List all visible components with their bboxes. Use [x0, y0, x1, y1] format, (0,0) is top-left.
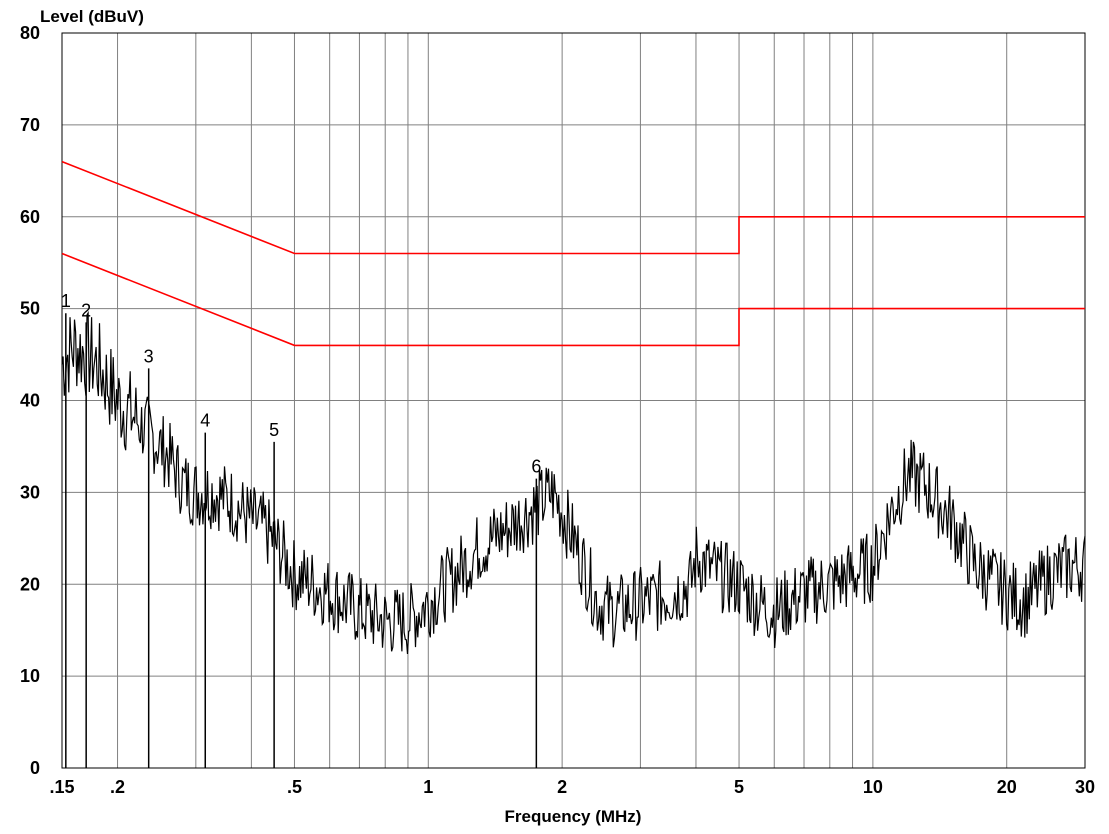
marker-label-5: 5 [269, 420, 279, 440]
limit-lines [61, 160, 1085, 347]
marker-label-1: 1 [61, 291, 71, 311]
marker-label-2: 2 [81, 300, 91, 320]
x-tick-label: 10 [863, 777, 883, 797]
y-tick-labels: 0 10 20 30 40 50 60 70 80 [20, 23, 40, 778]
limit-line-1 [61, 160, 1085, 255]
x-tick-label: .15 [49, 777, 74, 797]
y-tick-label: 0 [30, 758, 40, 778]
y-tick-label: 70 [20, 115, 40, 135]
marker-label-4: 4 [200, 411, 210, 431]
marker-label-3: 3 [144, 346, 154, 366]
x-axis-title: Frequency (MHz) [505, 807, 642, 826]
y-tick-label: 80 [20, 23, 40, 43]
x-tick-label: .5 [287, 777, 302, 797]
y-tick-label: 30 [20, 482, 40, 502]
x-tick-label: 20 [997, 777, 1017, 797]
y-tick-label: 50 [20, 299, 40, 319]
y-tick-label: 60 [20, 207, 40, 227]
emission-trace [61, 310, 1086, 655]
x-tick-labels: .15 .2 .5 1 2 5 10 20 30 [49, 777, 1095, 797]
measurement-trace [61, 310, 1086, 655]
y-tick-label: 40 [20, 391, 40, 411]
x-tick-label: 1 [423, 777, 433, 797]
x-tick-label: 2 [557, 777, 567, 797]
x-tick-label: .2 [110, 777, 125, 797]
y-axis-title: Level (dBuV) [40, 7, 144, 26]
plot-frame [61, 32, 1086, 769]
peak-markers: 1 2 3 4 5 6 [61, 291, 541, 768]
x-tick-label: 30 [1075, 777, 1095, 797]
y-tick-label: 10 [20, 666, 40, 686]
x-tick-label: 5 [734, 777, 744, 797]
limit-line-2 [61, 252, 1085, 347]
marker-label-6: 6 [531, 457, 541, 477]
y-tick-label: 20 [20, 574, 40, 594]
